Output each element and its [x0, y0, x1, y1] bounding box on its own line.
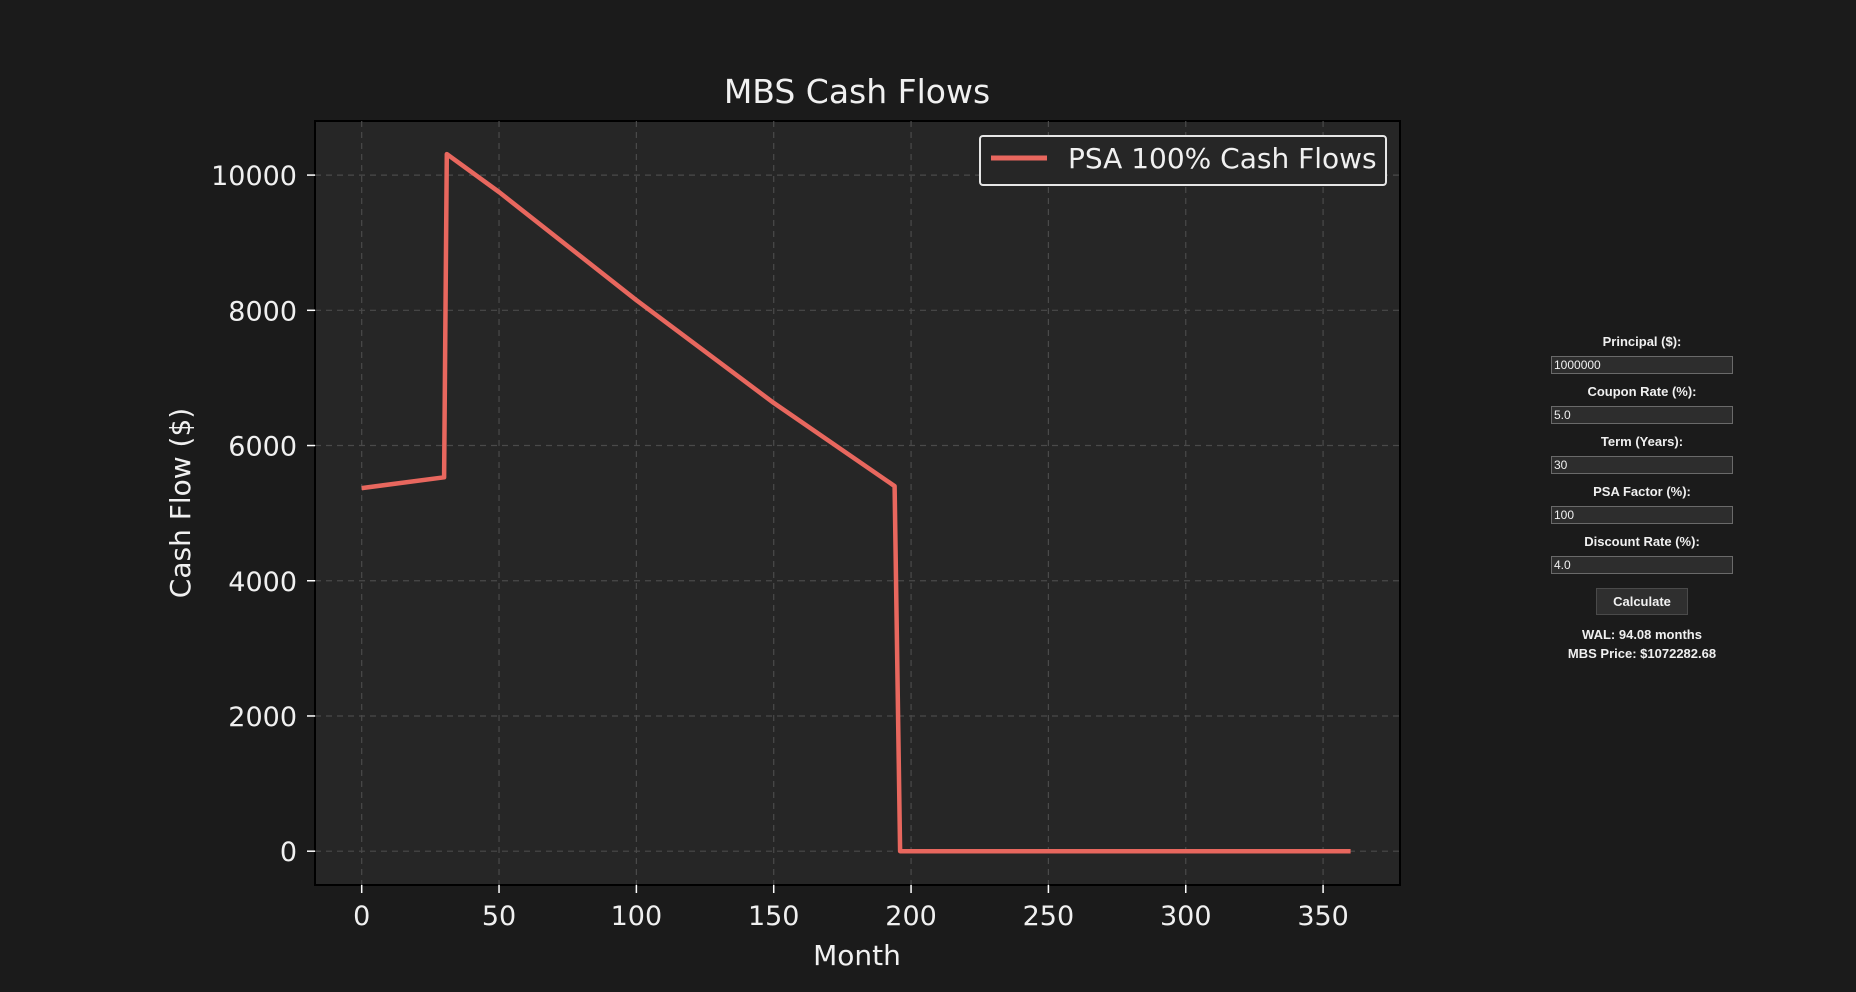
calculate-button[interactable]: Calculate: [1596, 588, 1688, 615]
principal-label: Principal ($):: [1602, 334, 1682, 349]
y-axis-title: Cash Flow ($): [164, 408, 197, 598]
series-line: [361, 151, 1351, 854]
x-tick-label: 200: [885, 901, 937, 932]
legend: PSA 100% Cash Flows: [979, 135, 1387, 186]
psa-factor-label: PSA Factor (%):: [1593, 484, 1691, 499]
series-layer: [361, 151, 1351, 854]
x-axis-title: Month: [813, 939, 901, 972]
psa-factor-input[interactable]: [1551, 506, 1733, 524]
y-tick-label: 8000: [228, 296, 297, 327]
mbs-price-result: MBS Price: $1072282.68: [1567, 646, 1717, 661]
y-tick-label: 6000: [228, 432, 297, 463]
x-tick-label: 300: [1160, 901, 1212, 932]
x-tick-label: 100: [611, 901, 663, 932]
y-tick-label: 4000: [228, 567, 297, 598]
term-label: Term (Years):: [1600, 434, 1684, 449]
x-tick-label: 350: [1297, 901, 1349, 932]
x-tick-label: 50: [482, 901, 516, 932]
legend-box: [979, 135, 1387, 186]
controls-panel: Principal ($): Coupon Rate (%): Term (Ye…: [1548, 330, 1736, 661]
coupon-rate-label: Coupon Rate (%):: [1587, 384, 1697, 399]
plot-area: [314, 120, 1401, 886]
x-tick-label: 0: [353, 901, 370, 932]
chart-title: MBS Cash Flows: [724, 72, 990, 111]
y-tick-label: 10000: [211, 161, 297, 192]
y-tick-label: 0: [280, 837, 297, 868]
wal-result: WAL: 94.08 months: [1582, 627, 1702, 642]
x-tick-label: 150: [748, 901, 800, 932]
discount-rate-label: Discount Rate (%):: [1584, 534, 1700, 549]
y-tick-label: 2000: [228, 702, 297, 733]
coupon-rate-input[interactable]: [1551, 406, 1733, 424]
discount-rate-input[interactable]: [1551, 556, 1733, 574]
term-input[interactable]: [1551, 456, 1733, 474]
axis-ticks: 0 50 100 150 200 250 300 350 0 2000 4000 6000 8000 10…: [211, 161, 1349, 932]
legend-label: PSA 100% Cash Flows: [1068, 142, 1377, 175]
principal-input[interactable]: [1551, 356, 1733, 374]
x-tick-label: 250: [1023, 901, 1075, 932]
